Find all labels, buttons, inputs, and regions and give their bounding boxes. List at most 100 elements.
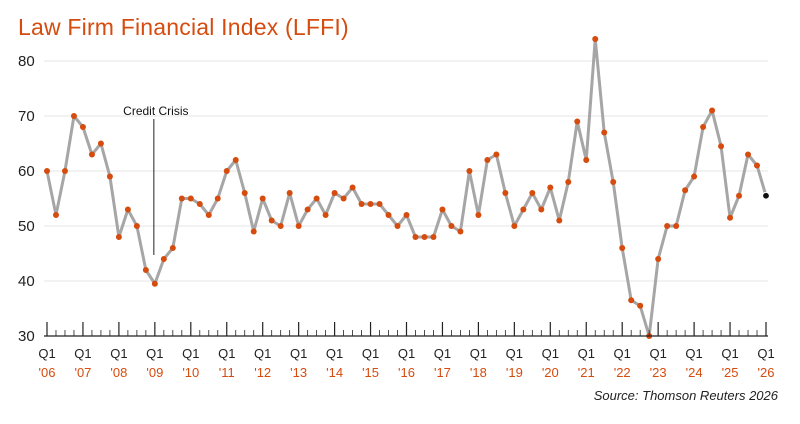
data-point xyxy=(457,228,464,235)
x-tick-quarter-label: Q1 xyxy=(685,346,702,361)
data-point xyxy=(349,184,356,191)
data-point xyxy=(565,179,572,185)
x-tick-year-label: '14 xyxy=(326,365,343,380)
data-point xyxy=(664,223,671,229)
data-point xyxy=(502,190,509,196)
data-point xyxy=(142,267,149,273)
x-tick-quarter-label: Q1 xyxy=(398,346,415,361)
x-tick-year-label: '19 xyxy=(506,365,523,380)
x-tick-quarter-label: Q1 xyxy=(721,346,738,361)
x-tick-year-label: '17 xyxy=(434,365,451,380)
data-point xyxy=(700,124,707,130)
data-point xyxy=(637,302,644,309)
data-point xyxy=(115,234,122,240)
data-point xyxy=(448,223,455,229)
data-point xyxy=(691,173,698,180)
x-tick-quarter-label: Q1 xyxy=(38,346,55,361)
data-point xyxy=(295,223,302,229)
data-point xyxy=(475,212,482,218)
x-tick-quarter-label: Q1 xyxy=(146,346,163,361)
data-point xyxy=(358,201,365,207)
x-tick-quarter-label: Q1 xyxy=(290,346,307,361)
data-point xyxy=(439,206,446,213)
data-point xyxy=(44,168,50,174)
data-point xyxy=(430,234,437,240)
gridlines xyxy=(44,60,768,282)
data-point xyxy=(655,256,662,262)
data-point xyxy=(52,212,59,218)
data-point xyxy=(331,190,338,196)
data-point xyxy=(718,143,725,150)
data-point xyxy=(556,217,563,224)
x-tick-year-label: '23 xyxy=(650,365,667,380)
x-tick-quarter-label: Q1 xyxy=(578,346,595,361)
data-point xyxy=(628,297,635,304)
x-tick-year-label: '12 xyxy=(254,365,271,380)
data-point xyxy=(232,157,239,163)
x-tick-year-label: '18 xyxy=(470,365,487,380)
x-tick-quarter-label: Q1 xyxy=(542,346,559,361)
data-point xyxy=(394,223,401,229)
x-tick-year-label: '06 xyxy=(39,365,56,380)
series-layer xyxy=(44,36,770,339)
x-tick-year-label: '07 xyxy=(74,365,91,380)
x-tick-quarter-label: Q1 xyxy=(470,346,487,361)
data-point xyxy=(196,201,203,207)
x-tick-quarter-label: Q1 xyxy=(434,346,451,361)
data-point xyxy=(340,195,347,202)
data-point xyxy=(754,162,761,169)
y-tick-label: 40 xyxy=(18,273,35,290)
data-point xyxy=(484,157,491,163)
data-point xyxy=(133,223,140,229)
data-point xyxy=(547,184,554,191)
data-point xyxy=(538,206,545,213)
data-point xyxy=(412,234,419,240)
data-point xyxy=(223,168,230,174)
data-point xyxy=(70,113,77,119)
data-point xyxy=(313,195,320,202)
data-point xyxy=(79,124,86,130)
x-tick-year-label: '24 xyxy=(686,365,703,380)
x-tick-year-label: '16 xyxy=(398,365,415,380)
data-point xyxy=(286,190,293,196)
data-point xyxy=(367,201,374,207)
x-tick-quarter-label: Q1 xyxy=(649,346,666,361)
x-axis: Q1 '06 Q1 '07 Q1 '08 Q1 '09 Q1 '10 Q1 '11 Q1 '12 Q1 '13… xyxy=(38,322,775,380)
x-tick-year-label: '21 xyxy=(578,365,595,380)
data-point xyxy=(682,187,689,194)
x-tick-year-label: '10 xyxy=(182,365,199,380)
data-point xyxy=(277,223,284,229)
data-point xyxy=(187,195,194,202)
data-point xyxy=(466,168,473,174)
data-point xyxy=(619,245,626,251)
x-tick-quarter-label: Q1 xyxy=(110,346,127,361)
data-point xyxy=(403,212,410,218)
y-tick-label: 70 xyxy=(18,108,35,125)
x-tick-quarter-label: Q1 xyxy=(182,346,199,361)
x-tick-quarter-label: Q1 xyxy=(757,346,774,361)
y-tick-label: 50 xyxy=(18,218,35,235)
data-point xyxy=(178,195,185,202)
x-tick-year-label: '22 xyxy=(614,365,631,380)
data-point xyxy=(259,195,266,202)
x-tick-quarter-label: Q1 xyxy=(254,346,271,361)
data-point xyxy=(529,190,536,196)
x-tick-year-label: '08 xyxy=(110,365,127,380)
data-point xyxy=(151,280,158,287)
x-tick-year-label: '13 xyxy=(290,365,307,380)
x-tick-quarter-label: Q1 xyxy=(74,346,91,361)
x-tick-quarter-label: Q1 xyxy=(506,346,523,361)
annotation-label: Credit Crisis xyxy=(123,104,188,118)
data-point xyxy=(106,173,113,180)
x-tick-year-label: '25 xyxy=(722,365,739,380)
data-point xyxy=(205,212,212,218)
data-point xyxy=(745,151,752,158)
data-point xyxy=(124,206,131,213)
data-point xyxy=(673,223,680,229)
data-point xyxy=(583,157,590,163)
data-point xyxy=(421,234,428,240)
data-point xyxy=(250,228,257,235)
data-point xyxy=(601,129,608,136)
x-tick-quarter-label: Q1 xyxy=(614,346,631,361)
